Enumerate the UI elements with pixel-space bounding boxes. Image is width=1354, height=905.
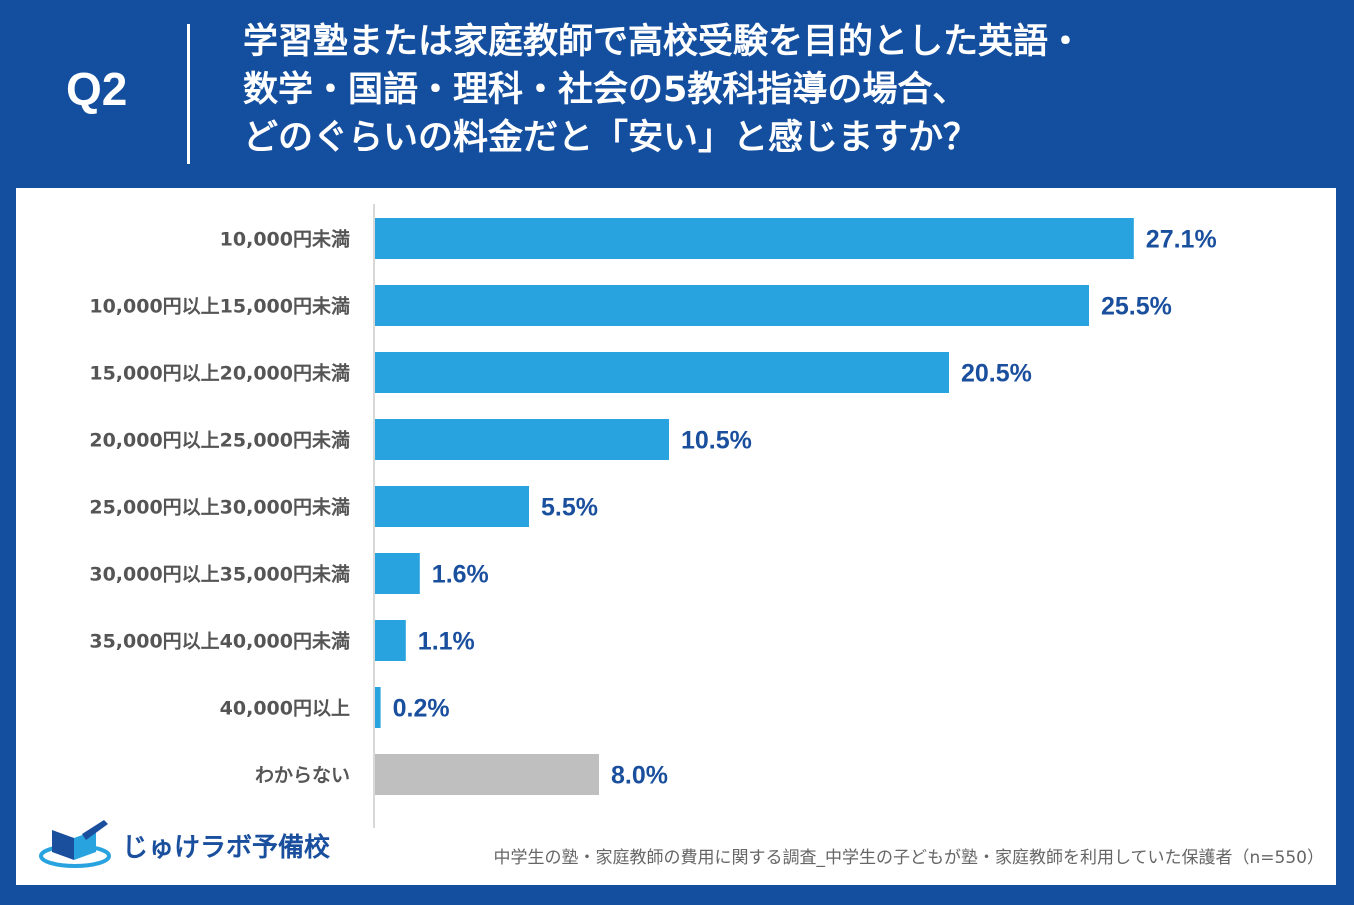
bar — [375, 218, 1134, 259]
logo-text: じゅけラボ予備校 — [122, 833, 331, 863]
bar — [375, 419, 669, 460]
bar-value-label: 1.1% — [418, 628, 475, 656]
question-line-2: 数学・国語・理科・社会の5教科指導の場合、 — [243, 70, 968, 110]
category-label: 25,000円以上30,000円未満 — [89, 496, 350, 519]
chart-panel: 10,000円未満 27.1% 10,000円以上15,000円未満 25.5% 15,… — [16, 188, 1336, 885]
logo: じゅけラボ予備校 — [38, 818, 358, 872]
header: Q2 学習塾または家庭教師で高校受験を目的とした英語・ 数学・国語・理科・社会の… — [0, 0, 1354, 190]
bar — [375, 285, 1089, 326]
bar-value-label: 20.5% — [961, 360, 1032, 388]
bar — [375, 352, 949, 393]
category-label: 15,000円以上20,000円未満 — [89, 362, 350, 385]
bar-value-label: 5.5% — [541, 494, 598, 522]
bar-chart: 10,000円未満 27.1% 10,000円以上15,000円未満 25.5% 15,… — [89, 204, 1217, 828]
category-label: 30,000円以上35,000円未満 — [89, 563, 350, 586]
source-note: 中学生の塾・家庭教師の費用に関する調査_中学生の子どもが塾・家庭教師を利用してい… — [493, 848, 1324, 868]
bar-value-label: 0.2% — [393, 695, 450, 723]
question-line-3: どのぐらいの料金だと「安い」と感じますか？ — [243, 118, 979, 158]
open-book-logo-icon — [39, 820, 111, 868]
question-text: 学習塾または家庭教師で高校受験を目的とした英語・ 数学・国語・理科・社会の5教科… — [243, 18, 1323, 162]
category-label: わからない — [255, 765, 350, 787]
bar-value-label: 1.6% — [432, 561, 489, 589]
category-label: 35,000円以上40,000円未満 — [89, 630, 350, 653]
header-divider — [187, 24, 190, 164]
category-label: 10,000円未満 — [220, 228, 350, 251]
category-label: 40,000円以上 — [220, 698, 350, 720]
bar-value-label: 10.5% — [681, 427, 752, 455]
category-label: 20,000円以上25,000円未満 — [89, 429, 350, 452]
bar-value-label: 27.1% — [1146, 226, 1217, 254]
category-label: 10,000円以上15,000円未満 — [89, 295, 350, 318]
question-line-1: 学習塾または家庭教師で高校受験を目的とした英語・ — [243, 22, 1084, 62]
bar-value-label: 8.0% — [611, 762, 668, 790]
bar — [375, 486, 529, 527]
bar — [375, 687, 381, 728]
bar — [375, 620, 406, 661]
question-number: Q2 — [66, 63, 128, 115]
bar — [375, 553, 420, 594]
bar-value-label: 25.5% — [1101, 293, 1172, 321]
bar — [375, 754, 599, 795]
